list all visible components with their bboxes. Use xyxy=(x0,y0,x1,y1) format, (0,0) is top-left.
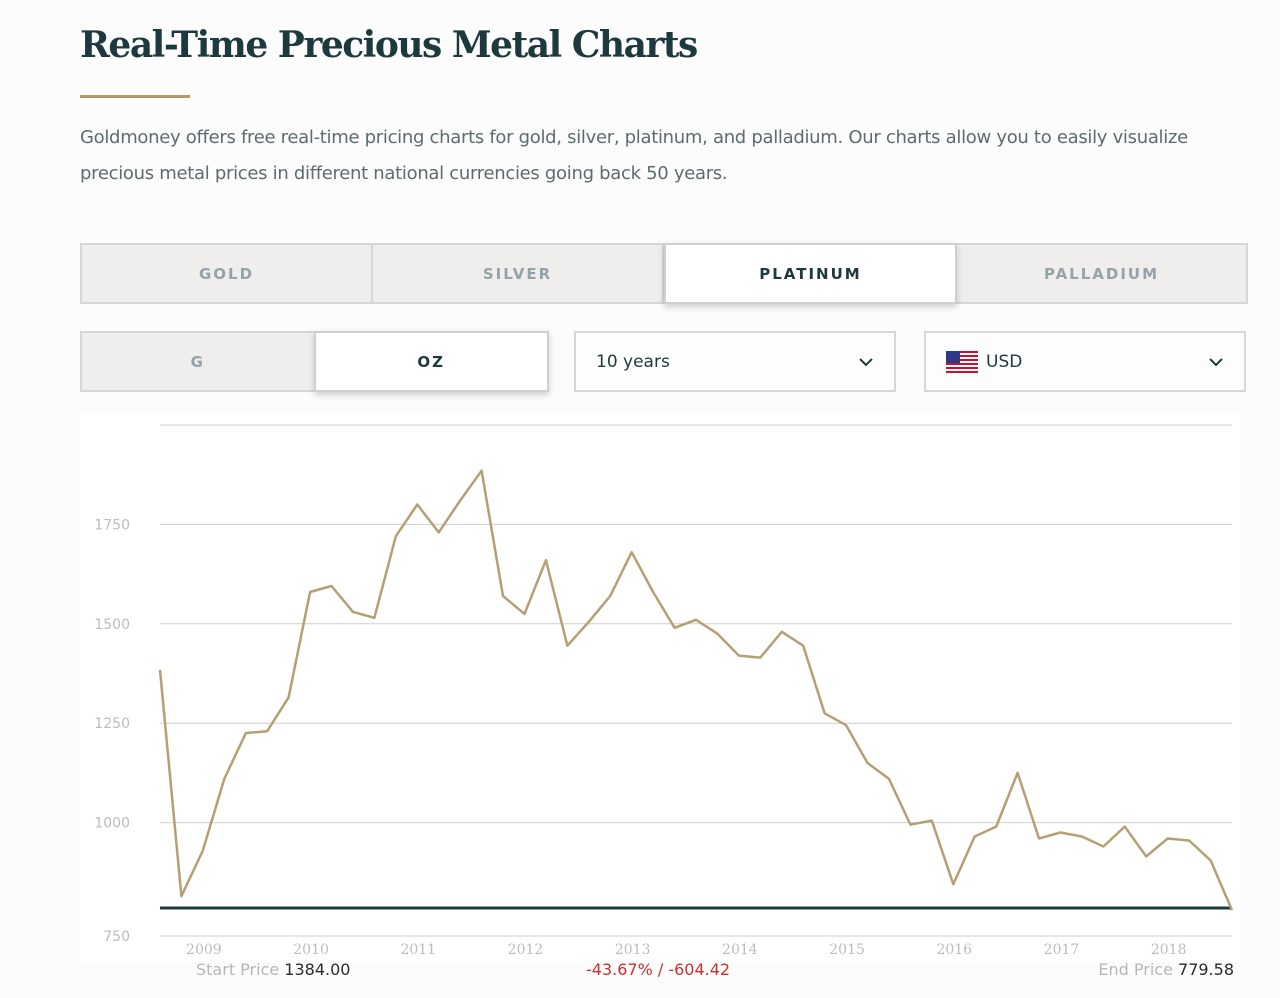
x-tick-label: 2015 xyxy=(829,942,865,958)
x-tick-label: 2014 xyxy=(722,942,758,958)
chevron-down-icon xyxy=(1209,357,1223,366)
end-price-label: End Price xyxy=(1098,960,1173,979)
currency-select-value: USD xyxy=(986,351,1023,372)
tab-platinum[interactable]: PLATINUM xyxy=(664,243,957,304)
us-flag-icon xyxy=(946,350,978,373)
unit-grams-button[interactable]: G xyxy=(190,352,205,371)
start-price: Start Price 1384.00 xyxy=(196,960,350,979)
tab-palladium[interactable]: PALLADIUM xyxy=(1043,264,1160,283)
tab-gold[interactable]: GOLD xyxy=(82,245,373,302)
tab-silver[interactable]: SILVER xyxy=(373,245,664,302)
title-divider xyxy=(80,95,190,98)
end-price: End Price 779.58 xyxy=(1098,960,1234,979)
x-tick-label: 2012 xyxy=(508,942,544,958)
page-title: Real-Time Precious Metal Charts xyxy=(80,24,698,66)
metal-tabs: GOLD SILVER PLATINUM PALLADIUM xyxy=(80,243,1248,304)
price-chart: 750 1000 1250 1500 1750 2009 2010 2011 2012 2013 2… xyxy=(80,414,1240,962)
x-tick-label: 2011 xyxy=(400,942,436,958)
x-tick-label: 2013 xyxy=(615,942,651,958)
start-price-label: Start Price xyxy=(196,960,280,979)
unit-toggle: G OZ xyxy=(80,331,549,392)
chevron-down-icon xyxy=(859,357,873,366)
y-tick-label: 1500 xyxy=(94,617,130,633)
intro-text: Goldmoney offers free real-time pricing … xyxy=(80,127,1188,184)
y-tick-label: 750 xyxy=(103,929,130,945)
x-tick-label: 2009 xyxy=(186,942,222,958)
unit-ounces-button[interactable]: OZ xyxy=(313,331,549,392)
period-select-value: 10 years xyxy=(596,351,670,372)
currency-select[interactable]: USD xyxy=(924,331,1246,392)
x-tick-label: 2016 xyxy=(936,942,972,958)
end-price-value: 779.58 xyxy=(1178,960,1234,979)
start-price-value: 1384.00 xyxy=(284,960,351,979)
y-tick-label: 1000 xyxy=(94,816,130,832)
price-line xyxy=(158,469,1234,911)
price-chart-svg: 750 1000 1250 1500 1750 2009 2010 2011 2012 2013 2… xyxy=(94,424,1234,958)
x-tick-label: 2017 xyxy=(1044,942,1080,958)
price-change: -43.67% / -604.42 xyxy=(586,960,731,979)
x-tick-label: 2010 xyxy=(293,942,329,958)
period-select[interactable]: 10 years xyxy=(574,331,896,392)
y-tick-label: 1750 xyxy=(94,517,130,533)
y-tick-label: 1250 xyxy=(94,716,130,732)
x-tick-label: 2018 xyxy=(1151,942,1187,958)
